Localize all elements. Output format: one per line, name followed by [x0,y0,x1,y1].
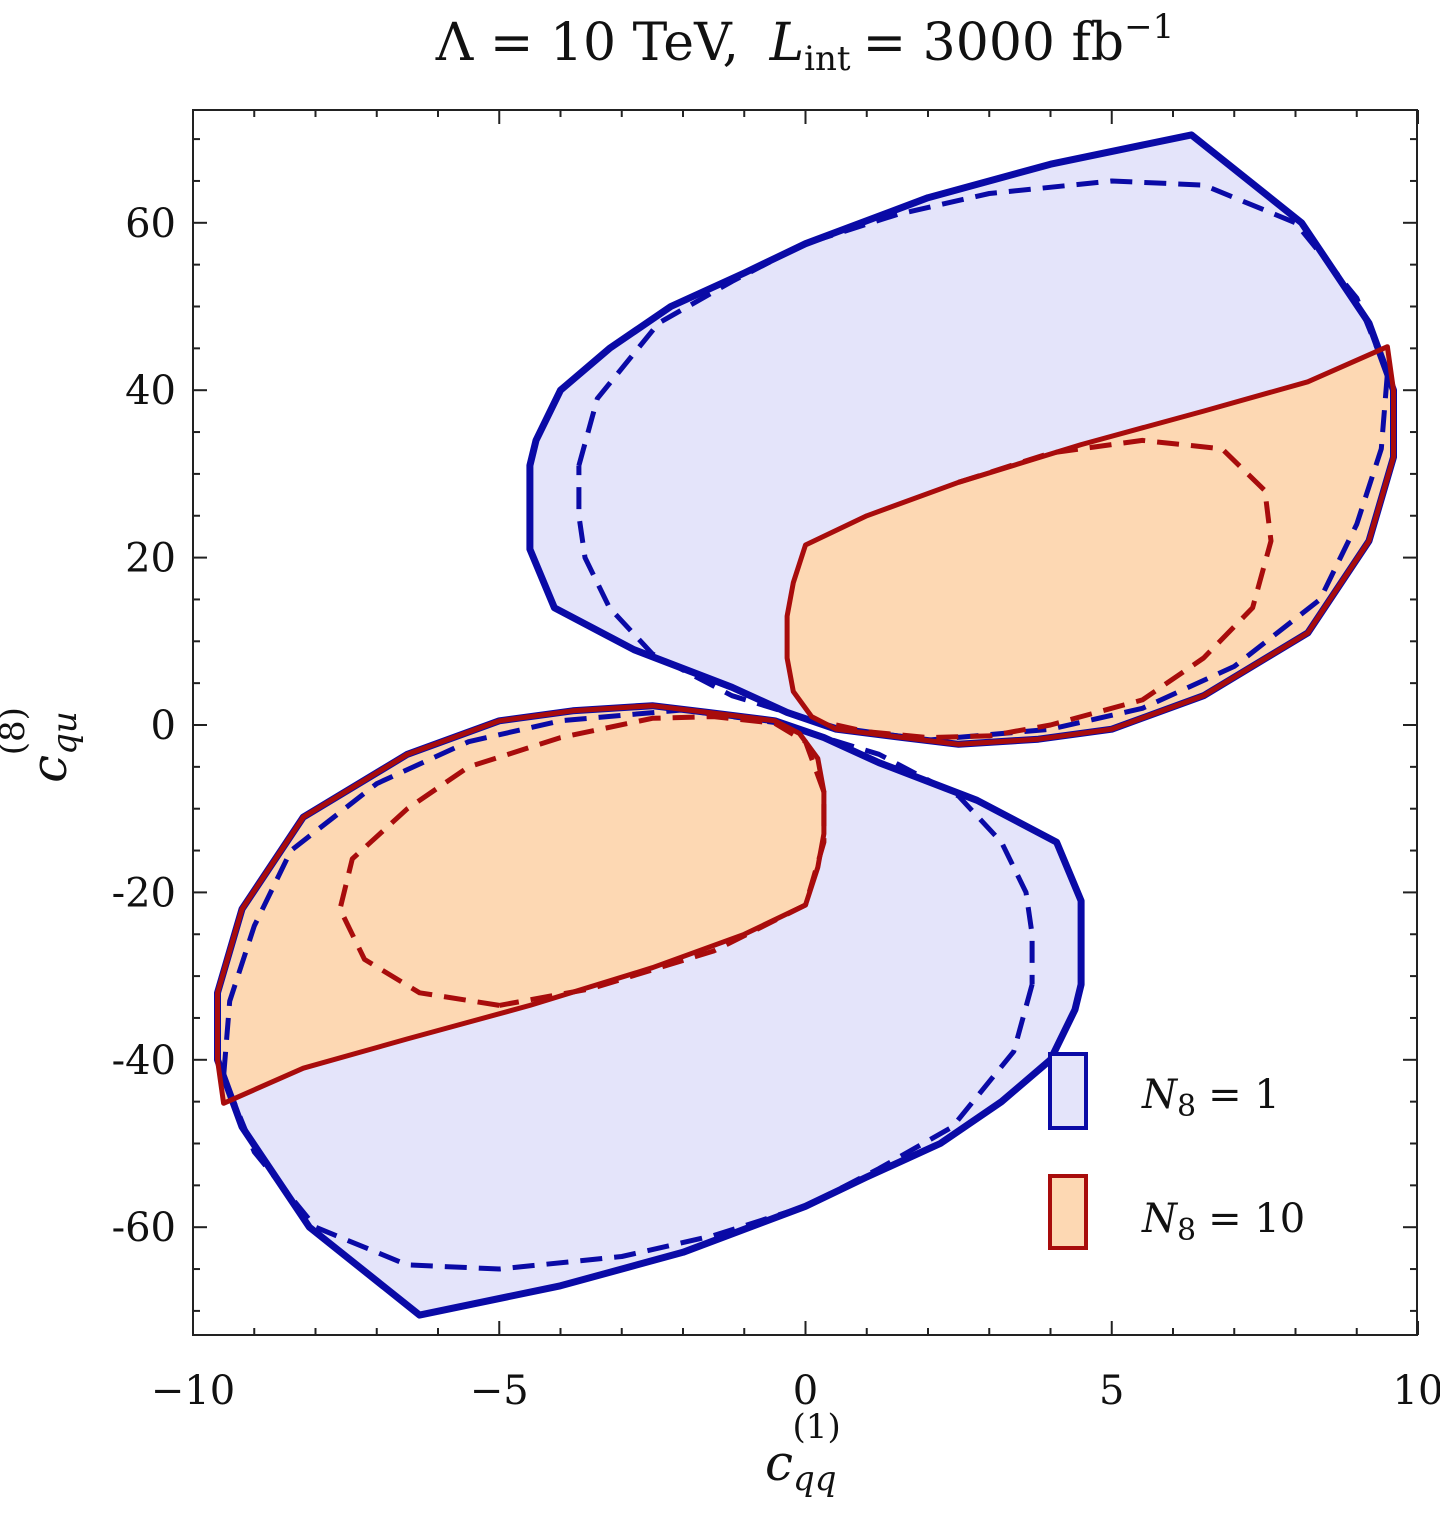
x-tick-label: 0 [793,1368,818,1414]
region-outlines [214,131,1397,1319]
x-tick-label: 10 [1393,1368,1440,1414]
x-tick-label: −5 [470,1368,529,1414]
x-axis-label: cqq(1) [765,1407,841,1499]
x-tick-label: −10 [151,1368,235,1414]
dashed-contour-5 [835,437,1274,741]
y-tick-label: -60 [112,1205,176,1251]
y-tick-label: 20 [125,536,176,582]
solid-contour-6 [215,703,827,1106]
solid-contour-4 [784,344,1396,747]
legend-label-n1: N8 = 1 [1141,1072,1280,1124]
legend: N8 = 1 N8 = 10 [1048,1052,1305,1250]
y-tick-label: 40 [125,368,176,414]
region-fill-4 [787,346,1394,745]
y-tick-label: 0 [151,703,176,749]
y-axis-label: cqu(8) [0,707,85,783]
chart-title: Λ = 10 TeV, Lint = 3000 fb−1 [435,7,1174,79]
x-tick-label: 5 [1099,1368,1124,1414]
dashed-contour-1 [576,178,1390,743]
y-tick-label: 60 [125,201,176,247]
axis-ticks [192,110,1419,1335]
y-tick-label: -40 [112,1038,176,1084]
region-fill-6 [217,705,824,1104]
dashed-contour-3 [221,707,1035,1272]
legend-swatch-n10 [1048,1174,1088,1250]
dashed-contour-7 [337,714,827,1008]
legend-label-n10: N8 = 10 [1141,1196,1305,1248]
axis-tick-labels: −10 −5 0 5 10 60 40 20 0 -20 -40 -60 [112,201,1440,1414]
region-fills [217,134,1394,1316]
y-tick-label: -20 [112,870,176,916]
legend-swatch-n1 [1048,1052,1088,1130]
